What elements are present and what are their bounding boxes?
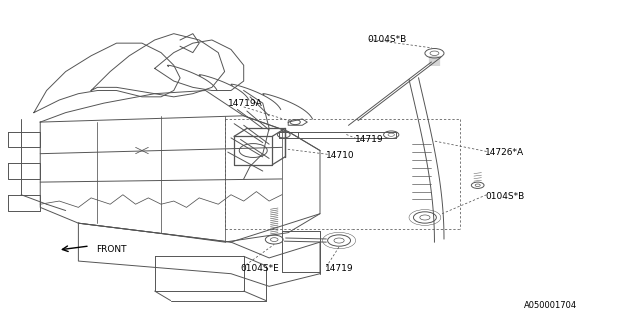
Text: 14710: 14710	[326, 151, 355, 160]
Text: 14719A: 14719A	[228, 99, 262, 108]
Text: 14719: 14719	[325, 264, 354, 274]
Text: 14726*A: 14726*A	[485, 148, 524, 156]
Text: 0104S*E: 0104S*E	[241, 264, 279, 274]
Text: 14719: 14719	[355, 135, 383, 144]
Text: 0104S*B: 0104S*B	[485, 192, 525, 201]
Text: A050001704: A050001704	[524, 301, 577, 310]
Text: 0104S*B: 0104S*B	[368, 36, 407, 44]
Text: FRONT: FRONT	[96, 244, 127, 253]
